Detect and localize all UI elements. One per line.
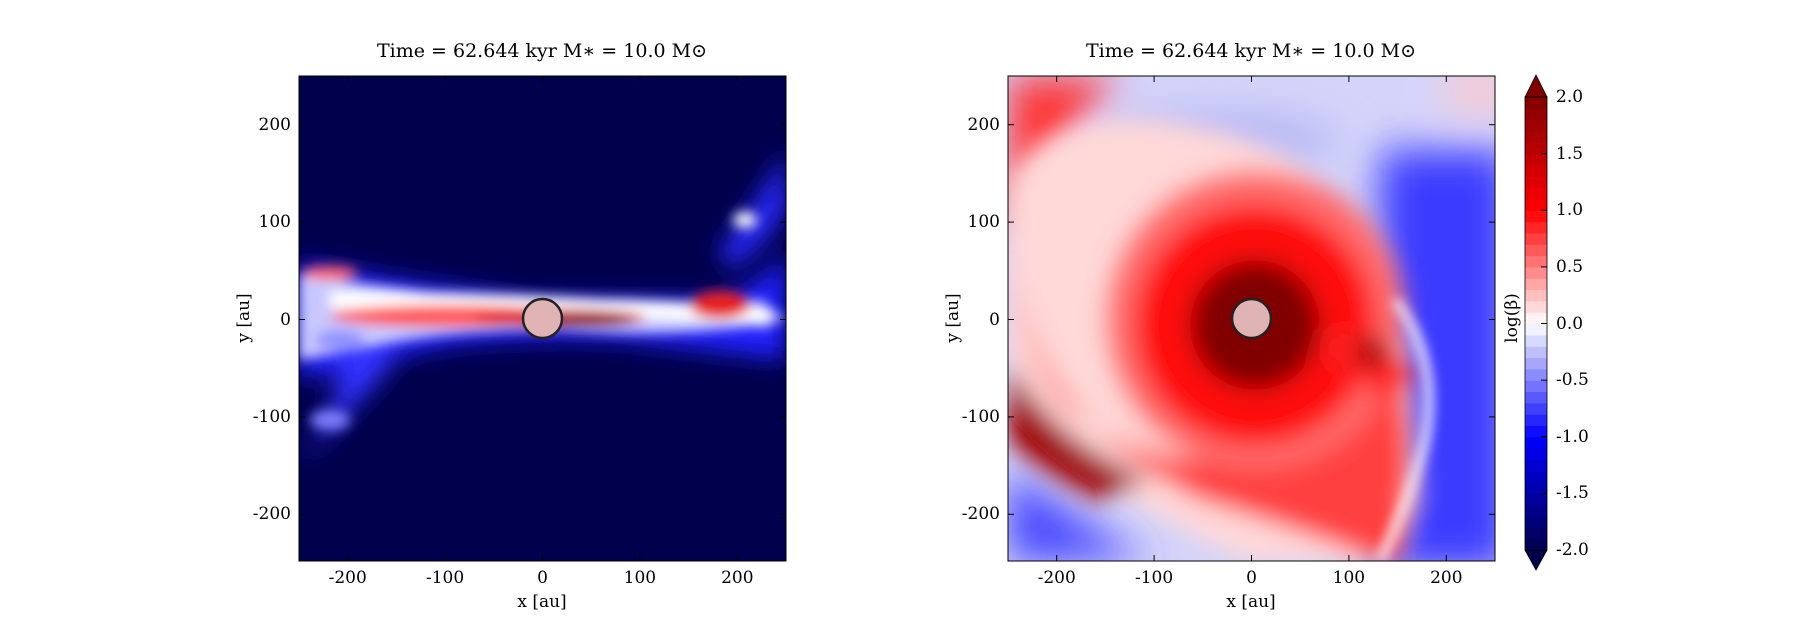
- colorbar-level: [1525, 323, 1547, 336]
- colorbar-tick-label: -0.5: [1556, 370, 1589, 391]
- colorbar-level: [1525, 266, 1547, 279]
- left-y-tick-label: -100: [252, 406, 291, 427]
- colorbar-level: [1525, 482, 1547, 494]
- right-y-axis-label: y [au]: [943, 293, 963, 343]
- colorbar-level: [1525, 368, 1547, 381]
- colorbar-level: [1525, 470, 1547, 483]
- right-plot-title: Time = 62.644 kyr M∗ = 10.0 M⊙: [1086, 40, 1416, 62]
- colorbar-tick-label: 0.5: [1556, 256, 1584, 277]
- left-y-axis-label: y [au]: [234, 293, 254, 343]
- colorbar-level: [1525, 312, 1547, 325]
- colorbar-level: [1525, 425, 1547, 438]
- right-x-axis-label: x [au]: [1226, 592, 1276, 612]
- colorbar-level: [1525, 459, 1547, 472]
- colorbar-level: [1525, 244, 1547, 257]
- right-y-tick-label: 100: [967, 212, 1000, 233]
- right-x-tick-label: -200: [1037, 568, 1076, 588]
- colorbar-level: [1525, 187, 1547, 200]
- colorbar-level: [1525, 414, 1547, 427]
- colorbar-level: [1525, 436, 1547, 449]
- right-x-tick-label: 0: [1246, 568, 1257, 588]
- colorbar-tick-label: -1.0: [1556, 426, 1589, 447]
- left-x-tick-label: 200: [721, 568, 754, 588]
- colorbar-tick-label: 2.0: [1556, 87, 1584, 107]
- right-y-tick-label: -100: [961, 406, 1000, 427]
- colorbar-level: [1525, 164, 1547, 177]
- right-x-tick-label: -100: [1134, 568, 1174, 588]
- colorbar-level: [1525, 278, 1547, 291]
- colorbar-level: [1525, 346, 1547, 359]
- left-x-axis-label: x [au]: [517, 592, 567, 612]
- colorbar-level: [1525, 300, 1547, 313]
- colorbar-level: [1525, 391, 1547, 404]
- colorbar-level: [1525, 97, 1547, 109]
- colorbar-level: [1525, 198, 1547, 211]
- left-plot-title: Time = 62.644 kyr M∗ = 10.0 M⊙: [377, 40, 707, 62]
- right-tick-marks: [1008, 76, 1495, 561]
- left-x-tick-label: -200: [328, 568, 367, 588]
- left-tick-marks: [299, 76, 786, 561]
- colorbar-level: [1525, 153, 1547, 166]
- colorbar-level: [1525, 176, 1547, 189]
- colorbar-level: [1525, 210, 1547, 223]
- colorbar-level: [1525, 504, 1547, 517]
- colorbar-level: [1525, 130, 1547, 143]
- left-x-tick-label: 100: [623, 568, 657, 588]
- right-y-tick-label: 0: [989, 309, 1000, 330]
- colorbar-level: [1525, 221, 1547, 234]
- right-y-tick-label: 200: [967, 114, 1000, 135]
- left-y-tick-label: -200: [252, 504, 291, 525]
- colorbar-level: [1525, 119, 1547, 132]
- colorbar-tick-label: -2.0: [1556, 540, 1589, 560]
- star-marker: [521, 297, 564, 340]
- colorbar-level: [1525, 357, 1547, 370]
- colorbar-level: [1525, 380, 1547, 393]
- right-heatmap: [1008, 76, 1495, 561]
- colorbar-level: [1525, 232, 1547, 245]
- left-y-tick-label: 200: [258, 114, 291, 135]
- left-y-tick-label: 100: [258, 212, 291, 233]
- colorbar: [1524, 74, 1548, 571]
- colorbar-level: [1525, 516, 1547, 528]
- colorbar-level: [1525, 402, 1547, 415]
- colorbar-tick-label: 0.0: [1556, 313, 1584, 334]
- colorbar-extend-arrow: [1524, 74, 1548, 98]
- colorbar-level: [1525, 527, 1547, 540]
- colorbar-label: log(β): [1502, 293, 1522, 343]
- left-x-tick-label: -100: [425, 568, 465, 588]
- colorbar-tick-label: 1.5: [1556, 143, 1584, 164]
- colorbar-level: [1525, 289, 1547, 302]
- colorbar-level: [1525, 255, 1547, 268]
- colorbar-level: [1525, 108, 1547, 121]
- right-y-tick-label: -200: [961, 504, 1000, 525]
- right-x-tick-label: 200: [1430, 568, 1463, 588]
- left-y-tick-label: 0: [280, 309, 291, 330]
- colorbar-level: [1525, 448, 1547, 460]
- right-x-tick-label: 100: [1332, 568, 1366, 588]
- colorbar-level: [1525, 334, 1547, 347]
- star-marker: [1230, 297, 1273, 340]
- left-x-tick-label: 0: [537, 568, 548, 588]
- colorbar-tick-label: 1.0: [1556, 200, 1584, 221]
- colorbar-level: [1525, 142, 1547, 155]
- colorbar-extend-arrow: [1524, 549, 1548, 571]
- colorbar-level: [1525, 493, 1547, 506]
- colorbar-level: [1525, 538, 1547, 551]
- colorbar-tick-label: -1.5: [1556, 483, 1589, 504]
